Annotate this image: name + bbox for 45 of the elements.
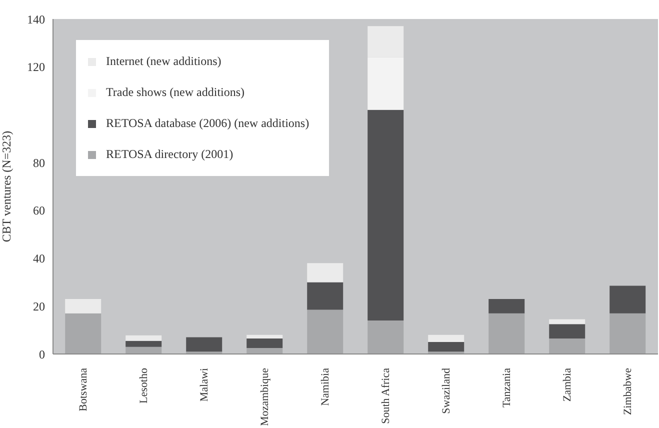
x-tick-label: Lesotho: [138, 368, 150, 404]
bar: [610, 313, 646, 354]
bar: [610, 286, 646, 314]
x-tick-label: South Africa: [380, 368, 392, 424]
bar: [307, 310, 344, 354]
x-tick-label: Namibia: [319, 368, 332, 406]
y-tick-label: 20: [33, 299, 45, 314]
y-tick-label: 40: [33, 252, 45, 266]
bar: [307, 282, 344, 310]
bar: [65, 298, 102, 314]
x-tick-label: Zimbabwe: [622, 368, 634, 416]
bar: [126, 335, 162, 341]
bar: [488, 298, 525, 314]
bar: [549, 338, 586, 354]
bar: [428, 334, 464, 342]
x-tick-label: Mozambique: [258, 368, 271, 426]
legend-label: Internet (new additions): [106, 54, 222, 69]
bar: [307, 263, 344, 282]
bar: [246, 338, 283, 348]
bar: [549, 324, 586, 338]
bar: [65, 313, 102, 354]
x-tick-label: Swaziland: [440, 368, 452, 414]
bar: [126, 340, 162, 347]
bar: [428, 342, 464, 352]
y-tick-label: 140: [27, 12, 45, 26]
bar: [186, 337, 222, 352]
legend-label: RETOSA directory (2001): [106, 147, 234, 162]
y-axis-title: CBT ventures (N=323): [0, 130, 14, 242]
x-tick-label: Tanzania: [500, 368, 513, 408]
x-tick-label: Botswana: [77, 368, 90, 412]
bar: [246, 348, 283, 354]
y-tick-label: 60: [33, 204, 45, 218]
x-tick-label: Malawi: [198, 368, 210, 402]
legend-label: RETOSA database (2006) (new additions): [106, 116, 310, 131]
bar: [549, 319, 586, 324]
bar: [488, 313, 525, 354]
legend-label: Trade shows (new additions): [106, 85, 245, 100]
bar: [368, 320, 404, 354]
bar: [246, 334, 283, 338]
y-tick-label: 0: [39, 347, 45, 362]
y-tick-label: 120: [27, 60, 45, 74]
x-tick-label: Zambia: [561, 368, 574, 402]
y-tick-label: 80: [33, 156, 45, 170]
bar: [126, 346, 162, 354]
bar: [368, 110, 404, 320]
